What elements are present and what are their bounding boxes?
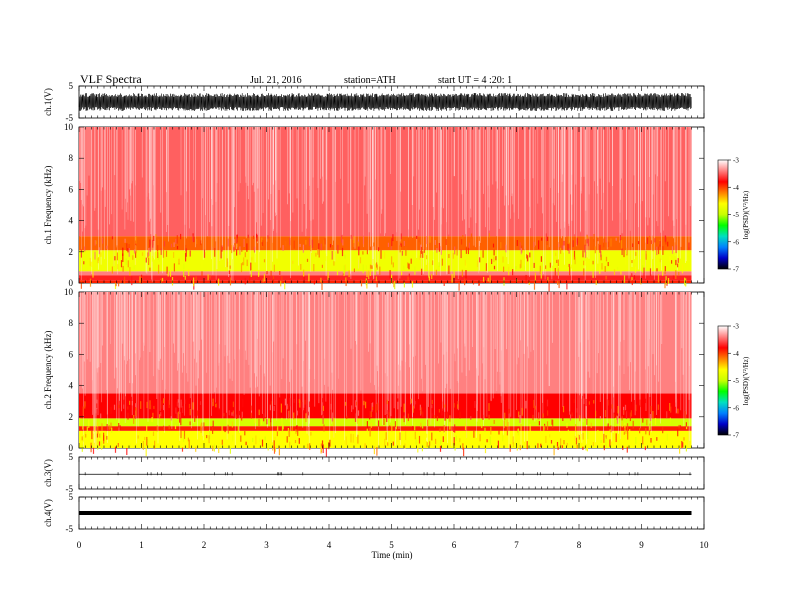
colorbar-tick-label: -3 — [733, 157, 739, 165]
ch1-spectrogram-ytick-label: 4 — [69, 216, 74, 226]
ch2-colorbar-label: log(PSD)(V²/Hz) — [742, 356, 750, 405]
ch1-spectrogram-ytick-label: 2 — [69, 247, 74, 257]
ch1-spectrogram-band-3 — [79, 250, 692, 272]
xtick-label: 3 — [264, 540, 269, 550]
xtick-label: 4 — [327, 540, 332, 550]
ch2-spectrogram — [79, 292, 692, 457]
xtick-label: 1 — [139, 540, 144, 550]
date-label: Jul. 21, 2016 — [250, 75, 302, 86]
ch2-spectrogram-ytick-label: 2 — [69, 412, 74, 422]
ch1-spectrogram-ytick-label: 0 — [69, 278, 74, 288]
figure-title: VLF Spectra — [80, 72, 142, 86]
ch4-waveform-ytick-label: 5 — [69, 492, 74, 502]
colorbar-tick-label: -6 — [733, 238, 739, 246]
xtick-label: 8 — [577, 540, 582, 550]
colorbar-tick-label: -7 — [733, 266, 739, 274]
ch4-waveform-ylabel: ch.4(V) — [43, 499, 53, 527]
colorbar-tick-label: -4 — [733, 184, 739, 192]
start-time-label: start UT = 4 :20: 1 — [438, 75, 512, 86]
ch1-colorbar-label: log(PSD)(V²/Hz) — [742, 190, 750, 239]
xtick-label: 2 — [202, 540, 207, 550]
ch2-spectrogram-ytick-label: 4 — [69, 381, 74, 391]
xtick-label: 6 — [452, 540, 457, 550]
ch3-waveform-ytick-label: -5 — [66, 484, 74, 494]
colorbar-tick-label: -3 — [733, 323, 739, 331]
xtick-label: 7 — [514, 540, 519, 550]
ch2-spectrogram-band-1 — [79, 426, 692, 431]
colorbar-tick-label: -6 — [733, 404, 739, 412]
colorbar-tick-label: -5 — [733, 377, 739, 385]
ch1-spectrogram-ytick-label: 6 — [69, 184, 74, 194]
ch1-spectrogram — [79, 127, 692, 292]
xtick-label: 0 — [77, 540, 82, 550]
ch2-colorbar — [717, 325, 729, 436]
colorbar-tick-label: -7 — [733, 432, 739, 440]
xtick-label: 5 — [389, 540, 394, 550]
ch1-spectrogram-ytick-label: 10 — [64, 122, 74, 132]
ch2-spectrogram-texture — [79, 292, 691, 457]
ch1-colorbar — [717, 159, 729, 270]
ch2-spectrogram-ytick-label: 0 — [69, 443, 74, 453]
ch4-waveform-ytick-label: -5 — [66, 524, 74, 534]
ch1-waveform-ytick-label: 5 — [69, 81, 74, 91]
ch2-spectrogram-ylabel: ch.2 Frequency (kHz) — [43, 331, 53, 410]
ch1-waveform-ytick-label: -5 — [66, 113, 74, 123]
xtick-label: 9 — [639, 540, 644, 550]
x-axis-label: Time (min) — [372, 550, 413, 560]
ch1-waveform-ylabel: ch.1(V) — [43, 88, 53, 116]
colorbar-ticks: -3 -4 -5 -6 -7 -3 -4 -5 -6 -7 — [728, 157, 739, 440]
ch1-spectrogram-ylabel: ch.1 Frequency (kHz) — [43, 166, 53, 245]
ch2-spectrogram-ytick-label: 8 — [69, 318, 74, 328]
colorbar-tick-label: -5 — [733, 211, 739, 219]
ch3-waveform-ylabel: ch.3(V) — [43, 459, 53, 487]
ch1-spectrogram-band-2 — [79, 271, 692, 276]
ch2-spectrogram-ytick-label: 6 — [69, 349, 74, 359]
ch1-spectrogram-texture — [79, 127, 691, 292]
ch1-waveform-line — [78, 92, 692, 112]
ch2-spectrogram-ytick-label: 10 — [64, 287, 74, 297]
xtick-label: 10 — [700, 540, 710, 550]
ch1-spectrogram-band-1 — [79, 275, 692, 281]
ch2-spectrogram-band-2 — [79, 418, 692, 427]
ch3-waveform-ytick-label: 5 — [69, 452, 74, 462]
colorbar-tick-label: -4 — [733, 350, 739, 358]
ch1-waveform-trace — [78, 92, 692, 112]
ch3-waveform-trace — [79, 472, 692, 476]
station-label: station=ATH — [344, 75, 396, 86]
ch1-spectrogram-ytick-label: 8 — [69, 153, 74, 163]
